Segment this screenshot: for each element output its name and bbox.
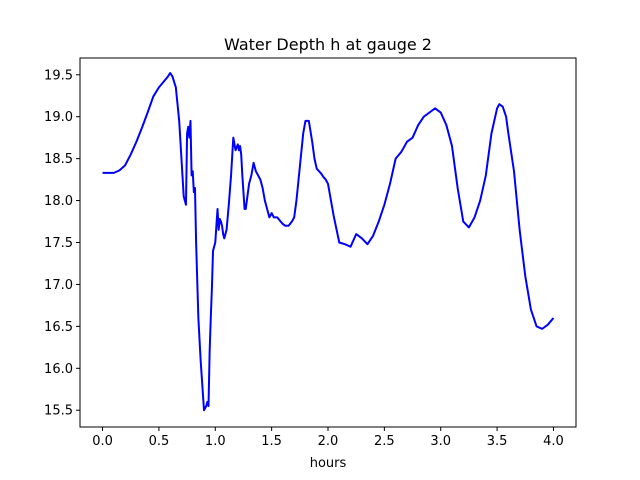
x-tick-label: 3.5	[487, 434, 508, 449]
x-tick-label: 2.0	[318, 434, 339, 449]
y-tick-label: 19.5	[44, 68, 73, 83]
x-tick-label: 2.5	[374, 434, 395, 449]
plot-area: 0.0 0.5 1.0 1.5 2.0 2.5 3.0 3.5 4.0 15.5 16.0 16.5 1…	[44, 57, 577, 449]
x-tick-label: 3.0	[430, 434, 451, 449]
y-tick-label: 19.0	[44, 110, 73, 125]
x-tick-label: 0.5	[149, 434, 170, 449]
x-tick-label: 1.5	[261, 434, 282, 449]
x-tick-label: 4.0	[543, 434, 564, 449]
y-tick-label: 16.0	[44, 362, 73, 377]
y-tick-label: 17.0	[44, 278, 73, 293]
y-tick-label: 18.5	[44, 152, 73, 167]
chart-title: Water Depth h at gauge 2	[224, 35, 432, 54]
x-axis-label: hours	[310, 456, 347, 471]
x-tick-label: 0.0	[92, 434, 113, 449]
y-tick-label: 15.5	[44, 404, 73, 419]
series-line-0	[102, 72, 555, 412]
x-tick-label: 1.0	[205, 434, 226, 449]
y-tick-label: 18.0	[44, 194, 73, 209]
axes-frame	[79, 57, 577, 428]
y-tick-label: 17.5	[44, 236, 73, 251]
y-tick-label: 16.5	[44, 320, 73, 335]
